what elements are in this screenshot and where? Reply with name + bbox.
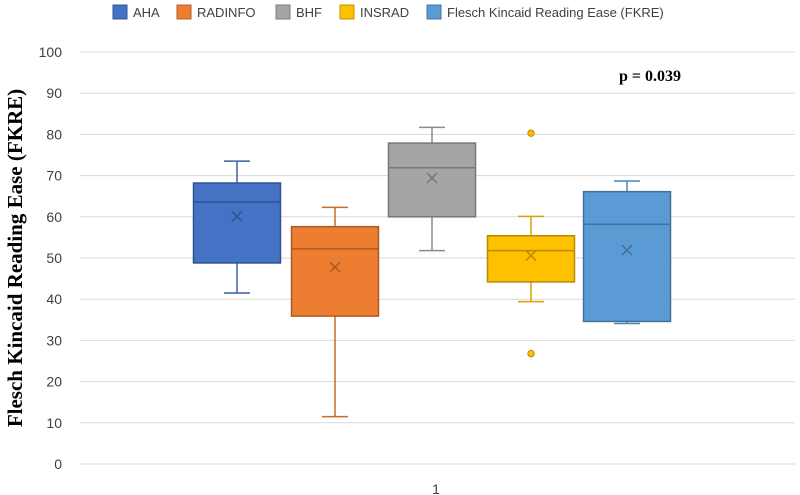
y-tick-label: 80 <box>46 126 62 142</box>
mean-marker <box>525 249 537 262</box>
legend-swatch <box>112 4 128 20</box>
y-tick-label: 70 <box>46 168 62 184</box>
y-tick-label: 0 <box>54 456 62 472</box>
y-axis-label: Flesch Kincaid Reading Ease (FKRE) <box>3 89 27 427</box>
legend-swatch <box>339 4 355 20</box>
legend-label: AHA <box>133 5 160 20</box>
y-tick-label: 30 <box>46 332 62 348</box>
y-tick-label: 10 <box>46 415 62 431</box>
legend-label: Flesch Kincaid Reading Ease (FKRE) <box>447 5 664 20</box>
iqr-box <box>387 142 477 218</box>
iqr-box <box>290 225 380 317</box>
y-tick-label: 50 <box>46 250 62 266</box>
legend-swatch <box>176 4 192 20</box>
outlier-point <box>527 129 535 137</box>
box-flesch-kincaid-reading-ease-fkre <box>582 180 672 325</box>
legend-swatch <box>426 4 442 20</box>
legend: AHA RADINFO BHF INSRAD Flesch Kincaid Readin… <box>112 4 664 20</box>
y-tick-label: 100 <box>39 44 63 60</box>
legend-label: BHF <box>296 5 322 20</box>
outlier-point <box>527 349 535 358</box>
box-radinfo <box>290 206 380 418</box>
x-category-label: 1 <box>432 481 440 495</box>
iqr-box <box>192 182 282 264</box>
box-aha <box>192 160 282 294</box>
legend-label: INSRAD <box>360 5 409 20</box>
y-tick-label: 40 <box>46 291 62 307</box>
y-tick-label: 20 <box>46 374 62 390</box>
legend-swatch <box>275 4 291 20</box>
mean-marker <box>426 172 438 184</box>
box-insrad <box>486 129 576 358</box>
iqr-box <box>582 190 672 323</box>
y-tick-label: 60 <box>46 209 62 225</box>
iqr-box <box>486 235 576 283</box>
y-axis-ticks: 0 10 20 30 40 50 60 70 80 90 100 <box>39 44 63 472</box>
box-bhf <box>387 126 477 252</box>
box-series <box>192 126 672 418</box>
annotation-background <box>602 62 702 88</box>
p-value-annotation: p = 0.039 <box>619 68 681 85</box>
mean-marker <box>329 261 341 273</box>
mean-marker <box>621 244 633 256</box>
legend-label: RADINFO <box>197 5 256 20</box>
gridlines <box>80 51 795 465</box>
mean-marker <box>231 210 243 222</box>
y-tick-label: 90 <box>46 85 62 101</box>
